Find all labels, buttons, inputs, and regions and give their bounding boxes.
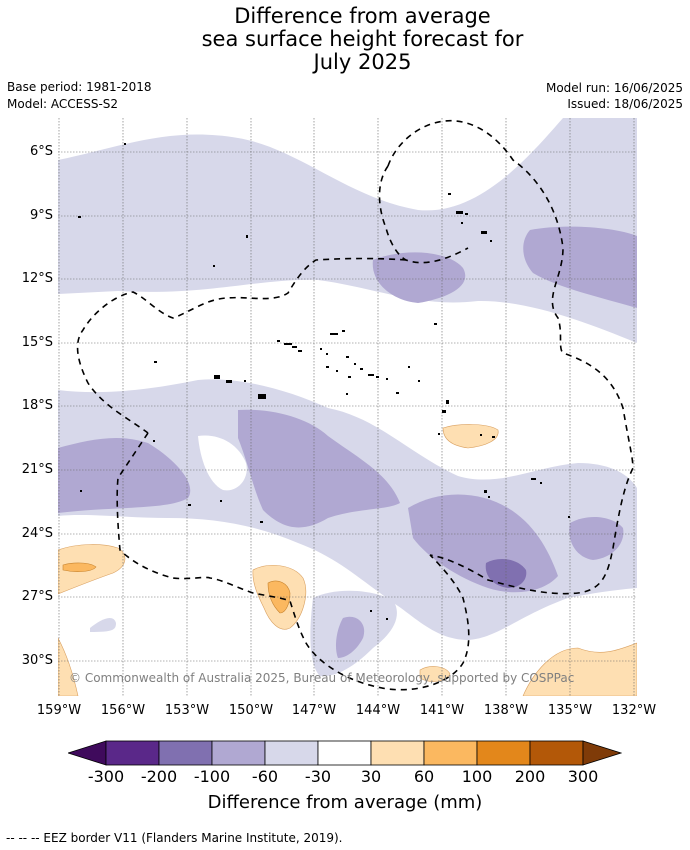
lat-label-9s: 9°S [29,208,53,223]
colorbar [68,740,622,766]
lon-label-138w: 138°W [483,703,529,718]
lat-label-27s: 27°S [21,589,53,604]
lon-label-147w: 147°W [291,703,337,718]
anomaly-region-pale-orange-4 [58,637,79,696]
colorbar-tick-3: -100 [193,767,231,786]
lat-label-30s: 30°S [21,653,53,668]
anomaly-region-medium-central-1 [238,409,400,528]
colorbar-tick-9: 200 [514,767,546,786]
colorbar-bin-5 [317,740,372,766]
colorbar-tick-1: -300 [87,767,125,786]
lat-label-6s: 6°S [29,144,53,159]
colorbar-bin-2 [158,740,213,766]
anomaly-region-orange-2 [267,580,291,614]
lat-label-18s: 18°S [21,398,53,413]
colorbar-bin-3 [211,740,266,766]
anomaly-region-pale-orange-5 [522,642,637,696]
colorbar-bin-4 [264,740,319,766]
colorbar-bin-6 [370,740,425,766]
lon-label-141w: 141°W [419,703,465,718]
colorbar-tick-5: -30 [304,767,332,786]
anomaly-region-pale-orange-3 [442,424,499,449]
lon-label-153w: 153°W [164,703,210,718]
colorbar-extend-high [582,740,622,766]
eez-legend-note: -- -- -- EEZ border V11 (Flanders Marine… [6,831,343,845]
lon-label-156w: 156°W [100,703,146,718]
anomaly-region-dark-central [485,558,527,588]
eez-border [76,119,634,691]
colorbar-tick-10: 300 [567,767,599,786]
lat-label-12s: 12°S [21,271,53,286]
anomaly-region-medium-central-2 [58,438,191,513]
lat-label-15s: 15°S [21,335,53,350]
model-run-label: Model run: 16/06/2025 [545,81,683,95]
issued-label: Issued: 18/06/2025 [567,97,683,111]
forecast-map: © Commonwealth of Australia 2025, Bureau… [58,118,637,696]
colorbar-bin-9 [529,740,584,766]
colorbar-tick-4: -60 [251,767,279,786]
lat-label-21s: 21°S [21,462,53,477]
copyright-text: © Commonwealth of Australia 2025, Bureau… [69,671,574,685]
anomaly-region-medium-south-1 [335,616,365,658]
anomaly-region-medium-central-4 [569,516,624,560]
anomaly-region-light-south-2 [90,618,116,632]
graticule [58,118,637,696]
base-period-label: Base period: 1981-2018 [7,80,152,94]
anomaly-region-light-north [58,118,637,343]
colorbar-extend-low [68,740,107,766]
anomaly-hole-1 [198,435,247,491]
lat-label-24s: 24°S [21,526,53,541]
islands [78,143,570,620]
colorbar-tick-2: -200 [140,767,178,786]
colorbar-bin-1 [105,740,160,766]
colorbar-bin-8 [476,740,531,766]
colorbar-tick-6: 30 [360,767,382,786]
anomaly-region-orange-1 [62,562,97,572]
lon-label-150w: 150°W [228,703,274,718]
lon-label-135w: 135°W [547,703,593,718]
lon-label-144w: 144°W [355,703,401,718]
lon-label-159w: 159°W [36,703,82,718]
colorbar-tick-8: 100 [461,767,493,786]
colorbar-title: Difference from average (mm) [207,792,483,813]
colorbar-bin-7 [423,740,478,766]
map-title-line-3: July 2025 [313,50,412,74]
anomaly-region-medium-north-2 [523,226,637,308]
anomaly-region-pale-orange-6 [419,666,451,682]
lon-label-132w: 132°W [611,703,657,718]
colorbar-tick-7: 60 [413,767,435,786]
map-title-line-1: Difference from average [234,4,491,28]
map-title-line-2: sea surface height forecast for [201,27,524,51]
model-label: Model: ACCESS-S2 [7,97,119,111]
